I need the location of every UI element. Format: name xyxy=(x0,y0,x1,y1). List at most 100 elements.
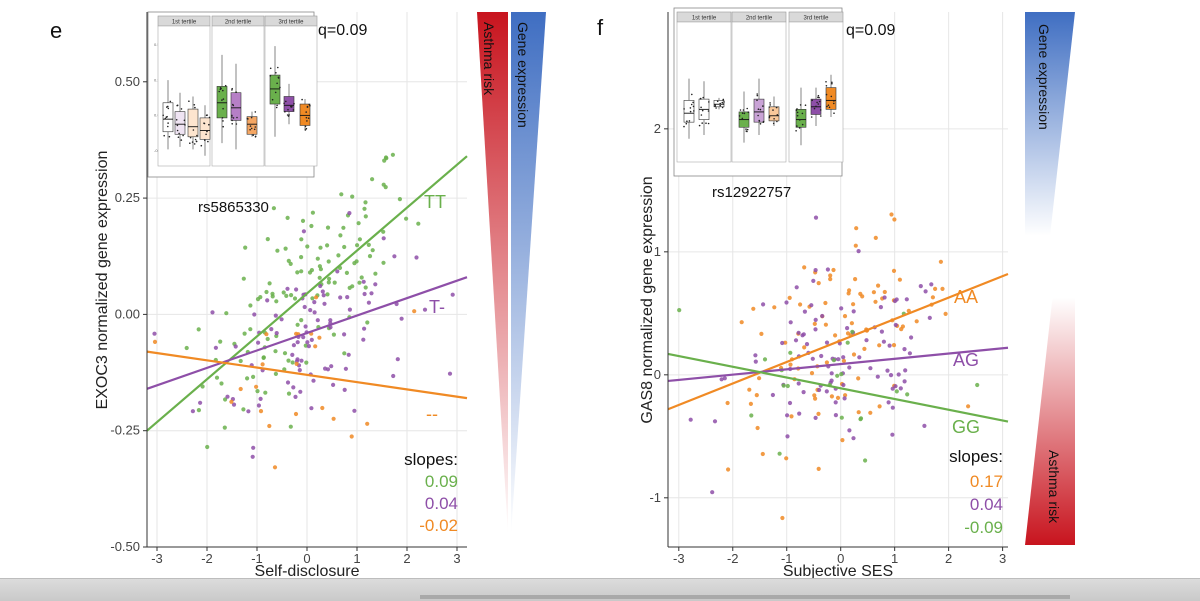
inset-box xyxy=(269,74,281,105)
scatter-point xyxy=(849,321,855,326)
scatter-point xyxy=(335,269,340,274)
inset-point xyxy=(194,138,197,141)
scatter-point xyxy=(363,200,368,205)
inset-point xyxy=(826,105,828,108)
gene-expression-gradient-f xyxy=(1025,12,1075,460)
scatter-point xyxy=(864,338,869,343)
inset-point xyxy=(301,98,303,101)
inset-box xyxy=(199,117,211,140)
scatter-point xyxy=(850,329,855,334)
scatter-point xyxy=(263,390,268,395)
scatter-point xyxy=(851,302,856,307)
scatter-point xyxy=(914,319,919,324)
inset-box xyxy=(768,106,780,122)
asthma-risk-label-f: Asthma risk xyxy=(1046,450,1062,524)
scatter-point xyxy=(784,456,789,461)
inset-point xyxy=(309,105,311,107)
inset-point xyxy=(708,101,710,103)
inset-point xyxy=(305,111,308,113)
scatter-point xyxy=(306,344,311,349)
inset-point xyxy=(254,111,257,113)
scatter-point xyxy=(295,322,300,327)
scatter-point xyxy=(318,283,323,289)
gene-expression-label-e: Gene expression xyxy=(515,22,531,128)
inset-point xyxy=(757,114,759,117)
scatter-point xyxy=(265,237,270,242)
inset-point xyxy=(167,125,169,128)
inset-point xyxy=(759,108,762,111)
scatter-point xyxy=(274,299,279,304)
scatter-point xyxy=(753,353,758,358)
scatter-point xyxy=(326,259,331,264)
inset-point xyxy=(721,106,724,109)
scatter-point xyxy=(785,434,790,439)
scatter-point xyxy=(322,301,327,306)
inset-point xyxy=(747,111,750,113)
scatter-point xyxy=(780,515,785,521)
inset-point xyxy=(275,106,278,109)
inset-point xyxy=(813,107,816,110)
inset-point xyxy=(231,87,233,90)
scatter-point xyxy=(325,225,331,230)
inset-point xyxy=(231,123,233,125)
inset-point xyxy=(689,110,692,113)
scatter-point xyxy=(288,261,293,266)
scatter-point xyxy=(871,290,877,295)
scatter-point xyxy=(289,293,294,298)
scatter-point xyxy=(845,326,850,331)
inset-point xyxy=(701,122,703,124)
inset-point xyxy=(796,125,798,127)
scatter-point xyxy=(347,211,352,216)
inset-point xyxy=(776,120,778,123)
scatter-point xyxy=(288,424,293,429)
scatter-point xyxy=(938,259,944,264)
scatter-point xyxy=(295,357,300,362)
scatter-point xyxy=(297,368,302,373)
inset-facet-label: 3rd tertile xyxy=(278,20,304,26)
scatter-point xyxy=(332,280,337,285)
inset-point xyxy=(274,91,277,94)
scatter-point xyxy=(840,438,845,443)
scatter-point xyxy=(450,292,455,297)
scatter-point xyxy=(863,458,868,463)
scatter-point xyxy=(789,414,794,419)
inset-point xyxy=(249,125,252,127)
inset-point xyxy=(738,115,741,117)
inset-point xyxy=(168,135,171,138)
scatter-point xyxy=(754,393,759,398)
scatter-point xyxy=(785,413,790,418)
inset-point xyxy=(247,118,249,120)
scatter-point xyxy=(291,343,296,348)
scatter-point xyxy=(355,243,360,248)
scatter-point xyxy=(381,182,386,187)
scatter-point xyxy=(293,394,298,399)
scatter-point xyxy=(710,490,715,495)
scatter-point xyxy=(339,192,344,197)
inset-point xyxy=(221,117,224,119)
inset-point xyxy=(833,112,835,114)
scatter-point xyxy=(839,372,844,377)
scatter-point xyxy=(320,289,325,294)
scatter-point xyxy=(888,373,894,378)
inset-point xyxy=(307,117,310,119)
inset-box xyxy=(230,92,242,121)
scatter-point xyxy=(286,391,292,396)
scatter-point xyxy=(238,358,243,364)
scatter-point xyxy=(829,394,835,399)
scatter-point xyxy=(833,413,839,418)
inset-point xyxy=(772,109,774,111)
scatter-point xyxy=(447,371,453,376)
scatter-point xyxy=(812,393,817,398)
scatter-point xyxy=(284,293,289,298)
scatter-point xyxy=(269,327,274,332)
inset-point xyxy=(231,89,233,91)
snp-label-f: rs12922757 xyxy=(712,184,791,201)
inset-point xyxy=(773,118,775,120)
y-tick-label: 2 xyxy=(654,121,661,136)
inset-point xyxy=(206,130,208,133)
inset-point xyxy=(830,95,833,98)
inset-point xyxy=(756,93,758,95)
x-tick-label: 3 xyxy=(999,551,1006,566)
inset-point xyxy=(745,128,747,130)
y-tick-label: -0.50 xyxy=(110,539,140,554)
